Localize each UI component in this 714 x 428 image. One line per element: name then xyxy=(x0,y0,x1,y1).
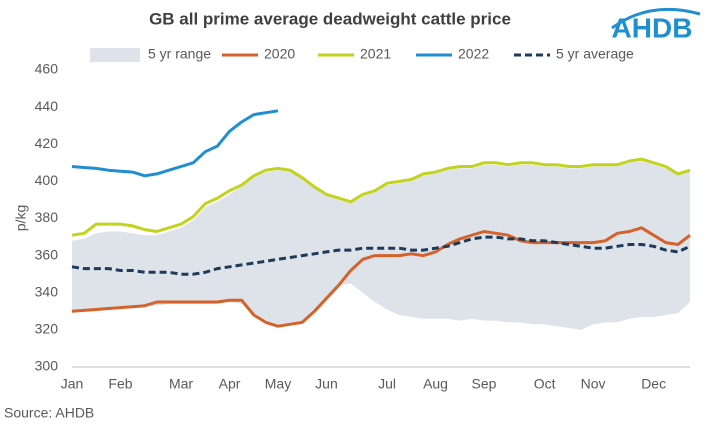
x-tick-label: Dec xyxy=(641,376,666,392)
x-tick-label: Mar xyxy=(169,376,193,392)
logo: AHDB xyxy=(612,12,693,43)
logo-arc xyxy=(611,7,701,30)
series-line xyxy=(71,157,691,237)
y-tick-label: 340 xyxy=(35,283,59,299)
series-line xyxy=(71,235,691,276)
legend-label: 5 yr average xyxy=(556,46,634,62)
x-tick-label: Oct xyxy=(534,376,556,392)
y-tick-label: 420 xyxy=(35,135,59,151)
y-tick-label: 440 xyxy=(35,98,59,114)
y-axis-label: p/kg xyxy=(13,205,29,231)
x-tick-label: Nov xyxy=(581,376,606,392)
x-tick-label: Jul xyxy=(378,376,396,392)
y-tick-label: 300 xyxy=(35,358,59,374)
x-tick-label: Aug xyxy=(423,376,448,392)
chart-title: GB all prime average deadweight cattle p… xyxy=(149,9,511,28)
x-tick-label: Jun xyxy=(315,376,338,392)
source: Source: AHDB xyxy=(4,405,94,421)
x-tick-label: Jan xyxy=(61,376,84,392)
y-tick-label: 320 xyxy=(35,321,59,337)
y-tick-label: 460 xyxy=(35,61,59,77)
x-tick-label: May xyxy=(265,376,291,392)
y-tick-label: 400 xyxy=(35,172,59,188)
legend-label: 2021 xyxy=(360,46,391,62)
legend-swatch xyxy=(90,48,140,62)
series-line xyxy=(71,109,279,178)
legend-label: 5 yr range xyxy=(148,46,211,62)
x-tick-label: Apr xyxy=(219,376,241,392)
x-tick-label: Sep xyxy=(472,376,497,392)
y-tick-label: 380 xyxy=(35,209,59,225)
legend-label: 2022 xyxy=(458,46,489,62)
range-area xyxy=(72,161,690,330)
y-tick-label: 360 xyxy=(35,246,59,262)
legend-label: 2020 xyxy=(264,46,295,62)
x-tick-label: Feb xyxy=(108,376,132,392)
series-line xyxy=(71,226,691,328)
